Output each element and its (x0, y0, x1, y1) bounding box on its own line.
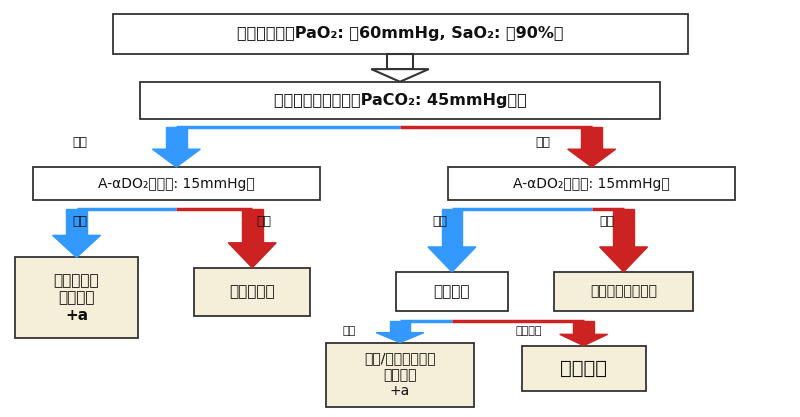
FancyBboxPatch shape (141, 82, 659, 119)
Text: 肺胞低換気: 肺胞低換気 (230, 284, 275, 299)
Polygon shape (387, 54, 413, 69)
Polygon shape (568, 149, 616, 167)
Polygon shape (442, 208, 462, 247)
FancyBboxPatch shape (326, 342, 474, 407)
Text: あり: あり (73, 136, 87, 148)
Text: なし: なし (256, 215, 271, 228)
Text: 改善: 改善 (343, 326, 356, 336)
Text: A-αDO₂の開大: 15mmHg＜: A-αDO₂の開大: 15mmHg＜ (514, 176, 670, 191)
Polygon shape (560, 334, 608, 346)
Text: なし: なし (600, 215, 614, 228)
Polygon shape (390, 321, 410, 333)
FancyBboxPatch shape (113, 14, 687, 54)
FancyBboxPatch shape (396, 272, 508, 311)
Polygon shape (376, 333, 424, 342)
Text: 酸素療法: 酸素療法 (434, 284, 470, 299)
Text: 換気/灌流比不均等
拡散障害
+a: 換気/灌流比不均等 拡散障害 +a (364, 352, 436, 398)
FancyBboxPatch shape (194, 268, 310, 316)
Polygon shape (228, 243, 276, 268)
Polygon shape (53, 235, 101, 257)
Polygon shape (153, 149, 200, 167)
Polygon shape (614, 208, 634, 247)
Text: 改善せず: 改善せず (516, 326, 542, 336)
Text: A-αDO₂の開大: 15mmHg＜: A-αDO₂の開大: 15mmHg＜ (98, 176, 254, 191)
FancyBboxPatch shape (554, 272, 694, 311)
Polygon shape (371, 69, 429, 82)
Text: シャント: シャント (560, 359, 607, 378)
Text: 高二酸化炭素血症（PaCO₂: 45mmHg＜）: 高二酸化炭素血症（PaCO₂: 45mmHg＜） (274, 93, 526, 108)
Text: あり: あり (432, 215, 447, 228)
Polygon shape (574, 321, 594, 334)
FancyBboxPatch shape (14, 257, 138, 338)
Polygon shape (600, 247, 647, 272)
Text: 低酸素血症（PaO₂: ＜60mmHg, SaO₂: ＜90%）: 低酸素血症（PaO₂: ＜60mmHg, SaO₂: ＜90%） (237, 26, 563, 41)
Text: あり: あり (73, 215, 87, 228)
Polygon shape (66, 208, 87, 235)
Polygon shape (242, 208, 262, 243)
Polygon shape (582, 128, 602, 149)
Text: 吸入酸素濃度低下: 吸入酸素濃度低下 (590, 285, 657, 299)
Polygon shape (428, 247, 476, 272)
FancyBboxPatch shape (33, 167, 320, 200)
Polygon shape (166, 128, 186, 149)
Text: 肺胞低換気
拡散障害
+a: 肺胞低換気 拡散障害 +a (54, 273, 99, 323)
FancyBboxPatch shape (448, 167, 735, 200)
Text: なし: なし (536, 136, 550, 148)
FancyBboxPatch shape (522, 346, 646, 392)
